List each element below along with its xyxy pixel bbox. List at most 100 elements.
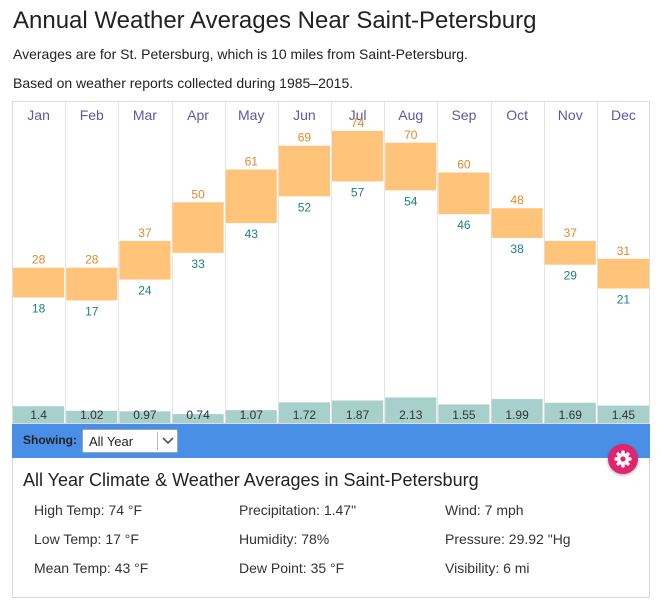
high-temp-label: 74: [351, 116, 365, 130]
gear-icon: [614, 450, 632, 468]
precipitation-label: 0.74: [186, 408, 210, 422]
stat-high-temp: High Temp: 74 °F: [34, 502, 143, 518]
climate-summary-panel: All Year Climate & Weather Averages in S…: [12, 458, 650, 598]
temp-range-bar: [385, 142, 437, 191]
precipitation-bar: [385, 397, 437, 423]
stat-visibility: Visibility: 6 mi: [445, 560, 530, 576]
temp-range-bar: [119, 240, 171, 280]
chart-labels: Jan 28 18 1.4 Feb 28 17 1.02 Mar 37 24 0.97 Apr 50 33 0…: [27, 107, 636, 422]
low-temp-label: 57: [351, 185, 365, 199]
temp-range-bar: [597, 258, 649, 289]
low-temp-label: 18: [32, 301, 46, 315]
low-temp-label: 33: [191, 257, 205, 271]
precipitation-label: 1.99: [505, 408, 529, 422]
month-label: Feb: [80, 107, 104, 123]
month-label: Sep: [451, 107, 476, 123]
data-period-note: Based on weather reports collected durin…: [13, 75, 354, 91]
monthly-weather-chart: Jan 28 18 1.4 Feb 28 17 1.02 Mar 37 24 0.97 Apr 50 33 0…: [12, 101, 650, 424]
location-note: Averages are for St. Petersburg, which i…: [13, 46, 468, 62]
precipitation-bar: [13, 406, 65, 423]
low-temp-label: 17: [85, 304, 99, 318]
month-label: Aug: [398, 107, 423, 123]
precipitation-label: 1.02: [80, 408, 104, 422]
month-label: Jan: [27, 107, 50, 123]
temp-range-bar: [13, 267, 65, 298]
high-temp-label: 70: [404, 128, 418, 142]
temp-range-bar: [438, 172, 490, 215]
precipitation-bar: [544, 402, 596, 423]
precipitation-label: 2.13: [399, 408, 423, 422]
stat-wind: Wind: 7 mph: [445, 502, 524, 518]
stat-mean-temp: Mean Temp: 43 °F: [34, 560, 149, 576]
precipitation-bar: [491, 399, 543, 423]
summary-title: All Year Climate & Weather Averages in S…: [23, 470, 479, 490]
month-label: Oct: [506, 107, 528, 123]
chevron-down-icon: [162, 437, 174, 445]
settings-button[interactable]: [608, 444, 638, 474]
precipitation-bar: [225, 410, 277, 423]
month-label: Dec: [611, 107, 636, 123]
high-temp-label: 60: [457, 158, 471, 172]
precipitation-label: 1.72: [293, 408, 317, 422]
temp-range-bar: [225, 169, 277, 224]
month-label: Jun: [293, 107, 316, 123]
high-temp-label: 31: [617, 244, 631, 258]
precipitation-label: 1.4: [30, 408, 47, 422]
stat-low-temp: Low Temp: 17 °F: [34, 531, 139, 547]
temp-range-bar: [66, 267, 118, 301]
temp-range-bar: [491, 208, 543, 238]
period-select-value: All Year: [89, 434, 134, 449]
high-temp-label: 50: [191, 187, 205, 201]
month-label: May: [238, 107, 264, 123]
precipitation-label: 1.07: [240, 408, 264, 422]
precipitation-label: 1.69: [559, 408, 583, 422]
precipitation-bar: [66, 410, 118, 423]
period-selector-bar: Showing: All Year: [12, 424, 650, 458]
month-label: Apr: [187, 107, 209, 123]
high-temp-label: 48: [510, 193, 524, 207]
showing-label: Showing:: [23, 433, 77, 447]
temp-range-bar: [332, 130, 384, 182]
month-label: Nov: [558, 107, 583, 123]
temp-range-bar: [172, 202, 224, 253]
high-temp-label: 28: [32, 253, 46, 267]
precipitation-bar: [597, 405, 649, 423]
low-temp-label: 38: [510, 242, 524, 256]
precipitation-label: 0.97: [133, 408, 157, 422]
precipitation-bar: [332, 400, 384, 423]
precipitation-label: 1.87: [346, 408, 370, 422]
low-temp-label: 24: [138, 284, 152, 298]
month-label: Jul: [349, 107, 367, 123]
temp-range-bar: [544, 240, 596, 265]
chart-grid: [65, 102, 598, 423]
precipitation-bar: [278, 402, 330, 423]
temp-range-bar: [278, 145, 330, 197]
precipitation-series: [13, 397, 649, 423]
high-temp-label: 69: [298, 131, 312, 145]
stat-dew-point: Dew Point: 35 °F: [239, 560, 345, 576]
low-temp-label: 52: [298, 200, 312, 214]
precipitation-label: 1.55: [452, 408, 476, 422]
low-temp-label: 21: [617, 293, 631, 307]
stat-pressure: Pressure: 29.92 "Hg: [445, 531, 571, 547]
precipitation-bar: [438, 404, 490, 423]
precipitation-bar: [119, 411, 171, 423]
low-temp-label: 29: [564, 269, 578, 283]
chart-canvas: Jan 28 18 1.4 Feb 28 17 1.02 Mar 37 24 0.97 Apr 50 33 0…: [12, 101, 650, 424]
high-temp-label: 28: [85, 253, 99, 267]
temperature-series: [13, 130, 649, 301]
high-temp-label: 61: [245, 155, 259, 169]
low-temp-label: 46: [457, 218, 471, 232]
month-label: Mar: [133, 107, 157, 123]
low-temp-label: 43: [245, 227, 259, 241]
precipitation-label: 1.45: [612, 408, 636, 422]
page-title: Annual Weather Averages Near Saint-Peter…: [13, 7, 537, 34]
period-select[interactable]: All Year: [82, 429, 178, 453]
low-temp-label: 54: [404, 194, 418, 208]
stat-precipitation: Precipitation: 1.47": [239, 502, 357, 518]
high-temp-label: 37: [564, 226, 578, 240]
select-divider: [157, 432, 158, 450]
stat-humidity: Humidity: 78%: [239, 531, 330, 547]
precipitation-bar: [172, 414, 224, 423]
high-temp-label: 37: [138, 226, 152, 240]
